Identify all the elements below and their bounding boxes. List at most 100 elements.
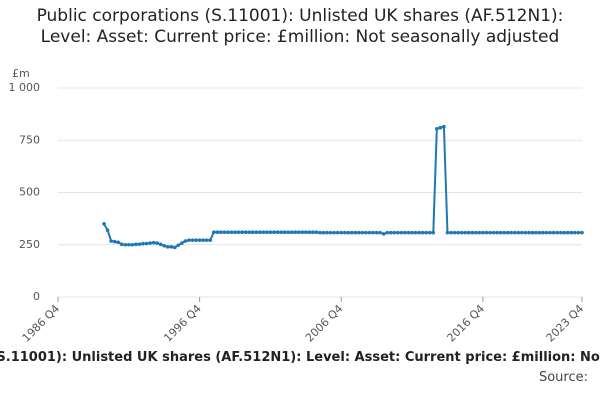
data-point [477, 230, 482, 235]
y-tick-label: 0 [33, 290, 40, 303]
data-point [371, 230, 375, 235]
data-point [176, 243, 181, 247]
data-point [282, 230, 287, 235]
data-point [527, 230, 531, 235]
footer-title-text: Public corporations (S.11001): Unlisted … [0, 350, 600, 365]
data-point [541, 230, 545, 235]
data-point [250, 230, 255, 235]
data-point [162, 243, 167, 248]
data-point [155, 241, 159, 245]
data-point [130, 242, 135, 247]
data-point [378, 230, 382, 235]
data-point [452, 230, 457, 235]
data-point [328, 230, 333, 235]
data-point [573, 230, 577, 235]
data-point [406, 230, 411, 235]
data-point [158, 242, 163, 247]
data-point [119, 242, 124, 247]
data-point [325, 230, 329, 235]
data-point [296, 230, 301, 235]
data-point [523, 230, 528, 235]
data-point [275, 230, 280, 235]
data-point [491, 230, 496, 235]
data-point [311, 230, 315, 235]
data-point [435, 126, 439, 131]
data-point [307, 230, 312, 235]
data-point [512, 230, 517, 235]
data-point [314, 230, 319, 235]
data-point [233, 230, 237, 235]
data-point [208, 238, 213, 242]
data-point [431, 230, 436, 235]
data-point [569, 230, 574, 235]
data-point [381, 232, 386, 236]
data-point [530, 230, 535, 235]
data-point [240, 230, 244, 235]
y-tick-label: 500 [19, 186, 40, 199]
data-point [413, 230, 418, 235]
data-point [321, 230, 326, 235]
data-point [484, 230, 489, 235]
data-point [194, 238, 198, 242]
data-point [360, 230, 365, 235]
data-point [463, 230, 467, 235]
data-point [502, 230, 506, 235]
data-point [346, 230, 351, 235]
data-point [364, 230, 368, 235]
data-point [534, 230, 538, 235]
data-point [134, 242, 138, 247]
data-point [272, 230, 276, 235]
data-point [151, 240, 156, 245]
data-point [335, 230, 340, 235]
data-point [566, 230, 570, 235]
data-point [353, 230, 358, 235]
data-point [495, 230, 499, 235]
data-point [555, 230, 560, 235]
data-point [339, 230, 344, 235]
data-point [304, 230, 308, 235]
data-point [509, 230, 513, 235]
data-point [551, 230, 556, 235]
data-point [165, 245, 170, 249]
data-point [215, 230, 220, 235]
data-point [520, 230, 524, 235]
data-point [424, 230, 429, 235]
data-point [197, 238, 202, 242]
data-point [544, 230, 549, 235]
data-point [580, 230, 584, 235]
data-point [258, 230, 262, 235]
data-point [427, 230, 432, 235]
data-point [481, 230, 485, 235]
data-point [438, 125, 443, 130]
data-point [442, 124, 446, 129]
data-point [357, 230, 361, 235]
data-point [332, 230, 336, 235]
data-point [289, 230, 294, 235]
data-point [286, 230, 290, 235]
data-point [392, 230, 397, 235]
data-point [576, 230, 581, 235]
data-point [144, 241, 149, 246]
data-point [201, 238, 205, 242]
data-point [173, 245, 177, 250]
data-point [254, 230, 259, 235]
data-point [470, 230, 475, 235]
chart-title: Public corporations (S.11001): Unlisted … [36, 6, 564, 47]
data-point [169, 245, 174, 249]
data-point [417, 230, 421, 235]
data-point [141, 241, 145, 246]
data-point [116, 240, 120, 245]
data-point [229, 230, 234, 235]
data-point [102, 222, 106, 226]
data-point [109, 239, 113, 243]
data-point [466, 230, 471, 235]
data-point [367, 230, 372, 235]
data-line [103, 125, 582, 249]
data-point [204, 238, 209, 242]
data-point [498, 230, 503, 235]
data-point [420, 230, 425, 235]
data-point [127, 242, 131, 247]
data-point [222, 230, 227, 235]
data-point [399, 230, 404, 235]
